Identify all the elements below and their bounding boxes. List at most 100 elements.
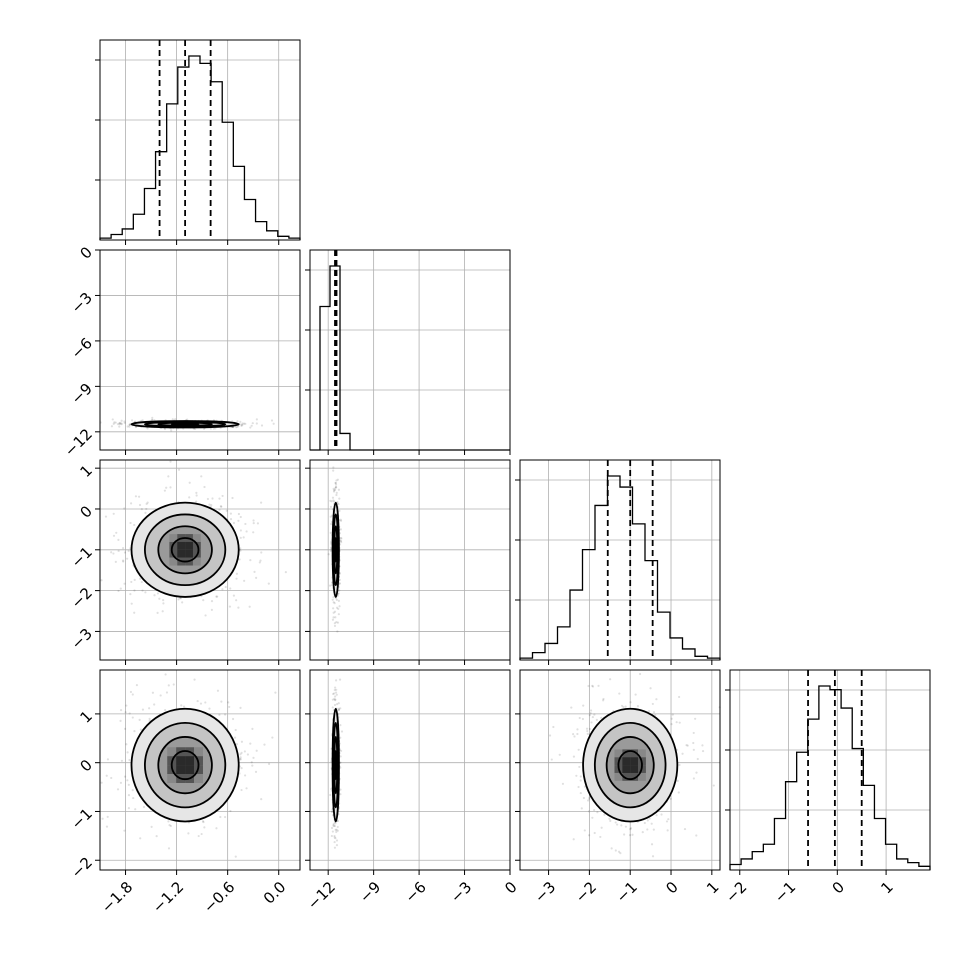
scatter-point (609, 819, 612, 822)
scatter-point (243, 579, 246, 582)
density-cell (194, 774, 203, 783)
scatter-point (194, 427, 197, 430)
scatter-point (133, 578, 136, 582)
scatter-point (248, 605, 251, 608)
scatter-point (174, 418, 177, 421)
x-tick-label: 0 (829, 878, 848, 897)
scatter-point (332, 596, 335, 599)
scatter-point (650, 822, 653, 825)
panel-frame (519, 459, 721, 661)
scatter-point (586, 732, 589, 735)
scatter-point (335, 830, 338, 834)
scatter-point (576, 728, 579, 731)
scatter-point (124, 711, 127, 714)
panel-frame (99, 459, 301, 661)
scatter-point (590, 721, 593, 724)
contour-line (130, 501, 240, 598)
scatter-point (336, 500, 339, 504)
scatter-point (591, 816, 594, 819)
scatter-point (123, 507, 126, 510)
scatter-point (242, 536, 245, 539)
scatter-point (123, 420, 126, 423)
scatter-point (634, 693, 637, 696)
scatter-point (335, 606, 339, 609)
scatter-point (225, 509, 228, 512)
scatter-point (249, 742, 252, 745)
scatter-point (579, 779, 582, 782)
x-tick-label: 1 (877, 878, 896, 897)
histogram-bars-3 (729, 685, 931, 870)
scatter-point (246, 753, 249, 756)
scatter-point (235, 599, 238, 602)
x-tick-label: −1.2 (149, 878, 187, 916)
scatter-point (228, 705, 231, 709)
scatter-point (260, 501, 263, 504)
scatter-point (239, 758, 242, 761)
scatter-point (220, 700, 223, 703)
scatter-point (138, 503, 142, 507)
contour-line (130, 420, 240, 429)
density-cell (630, 772, 639, 781)
scatter-point (164, 708, 167, 712)
scatter-point (235, 426, 238, 429)
x-tick-label: 1 (703, 878, 722, 897)
scatter-point (100, 579, 103, 582)
scatter-point (623, 833, 626, 836)
scatter-point (163, 427, 167, 431)
scatter-point (123, 727, 127, 730)
scatter-point (670, 717, 673, 720)
scatter-point (597, 684, 600, 687)
x-tick-label: 0.0 (260, 878, 290, 908)
scatter-point (151, 416, 154, 419)
scatter-point (236, 425, 239, 429)
scatter-point (641, 831, 644, 834)
scatter-point (231, 717, 235, 721)
scatter-point (694, 717, 697, 720)
scatter-point (161, 610, 164, 613)
scatter-point (229, 587, 232, 590)
scatter-point (204, 701, 207, 704)
scatter-point (208, 503, 211, 506)
scatter-point (333, 500, 336, 503)
panel-frame (99, 39, 301, 241)
scatter-point (335, 844, 339, 847)
scatter-point (231, 496, 234, 500)
scatter-point (619, 852, 622, 855)
scatter-point (334, 481, 337, 485)
scatter-point (587, 810, 591, 813)
scatter-point (202, 820, 205, 824)
scatter-point (334, 686, 337, 689)
scatter-point (588, 796, 591, 799)
scatter-point (330, 500, 333, 503)
density-panel-0-1: −12 −9 −6 −3 0 (61, 243, 301, 460)
scatter-point (121, 559, 125, 562)
scatter-point (338, 509, 341, 512)
scatter-point (215, 595, 219, 598)
scatter-point (587, 684, 590, 688)
scatter-point (339, 518, 342, 521)
scatter-point (329, 531, 332, 534)
scatter-point (195, 491, 198, 495)
scatter-point (330, 787, 333, 791)
scatter-point (241, 422, 244, 425)
scatter-point (585, 727, 589, 730)
scatter-point (695, 834, 698, 837)
scatter-point (576, 732, 579, 736)
scatter-point (129, 521, 132, 525)
scatter-point (131, 693, 134, 696)
scatter-point (236, 420, 239, 423)
scatter-point (334, 679, 338, 682)
scatter-point (115, 531, 118, 534)
scatter-point (336, 829, 339, 832)
scatter-point (250, 424, 253, 427)
scatter-point (333, 692, 336, 695)
scatter-point (575, 774, 578, 777)
scatter-point (581, 717, 585, 721)
panel-frame (519, 669, 721, 871)
scatter-point (199, 702, 203, 705)
scatter-point (572, 755, 576, 758)
scatter-point (337, 707, 341, 710)
scatter-point (106, 758, 110, 761)
scatter-point (156, 592, 159, 595)
